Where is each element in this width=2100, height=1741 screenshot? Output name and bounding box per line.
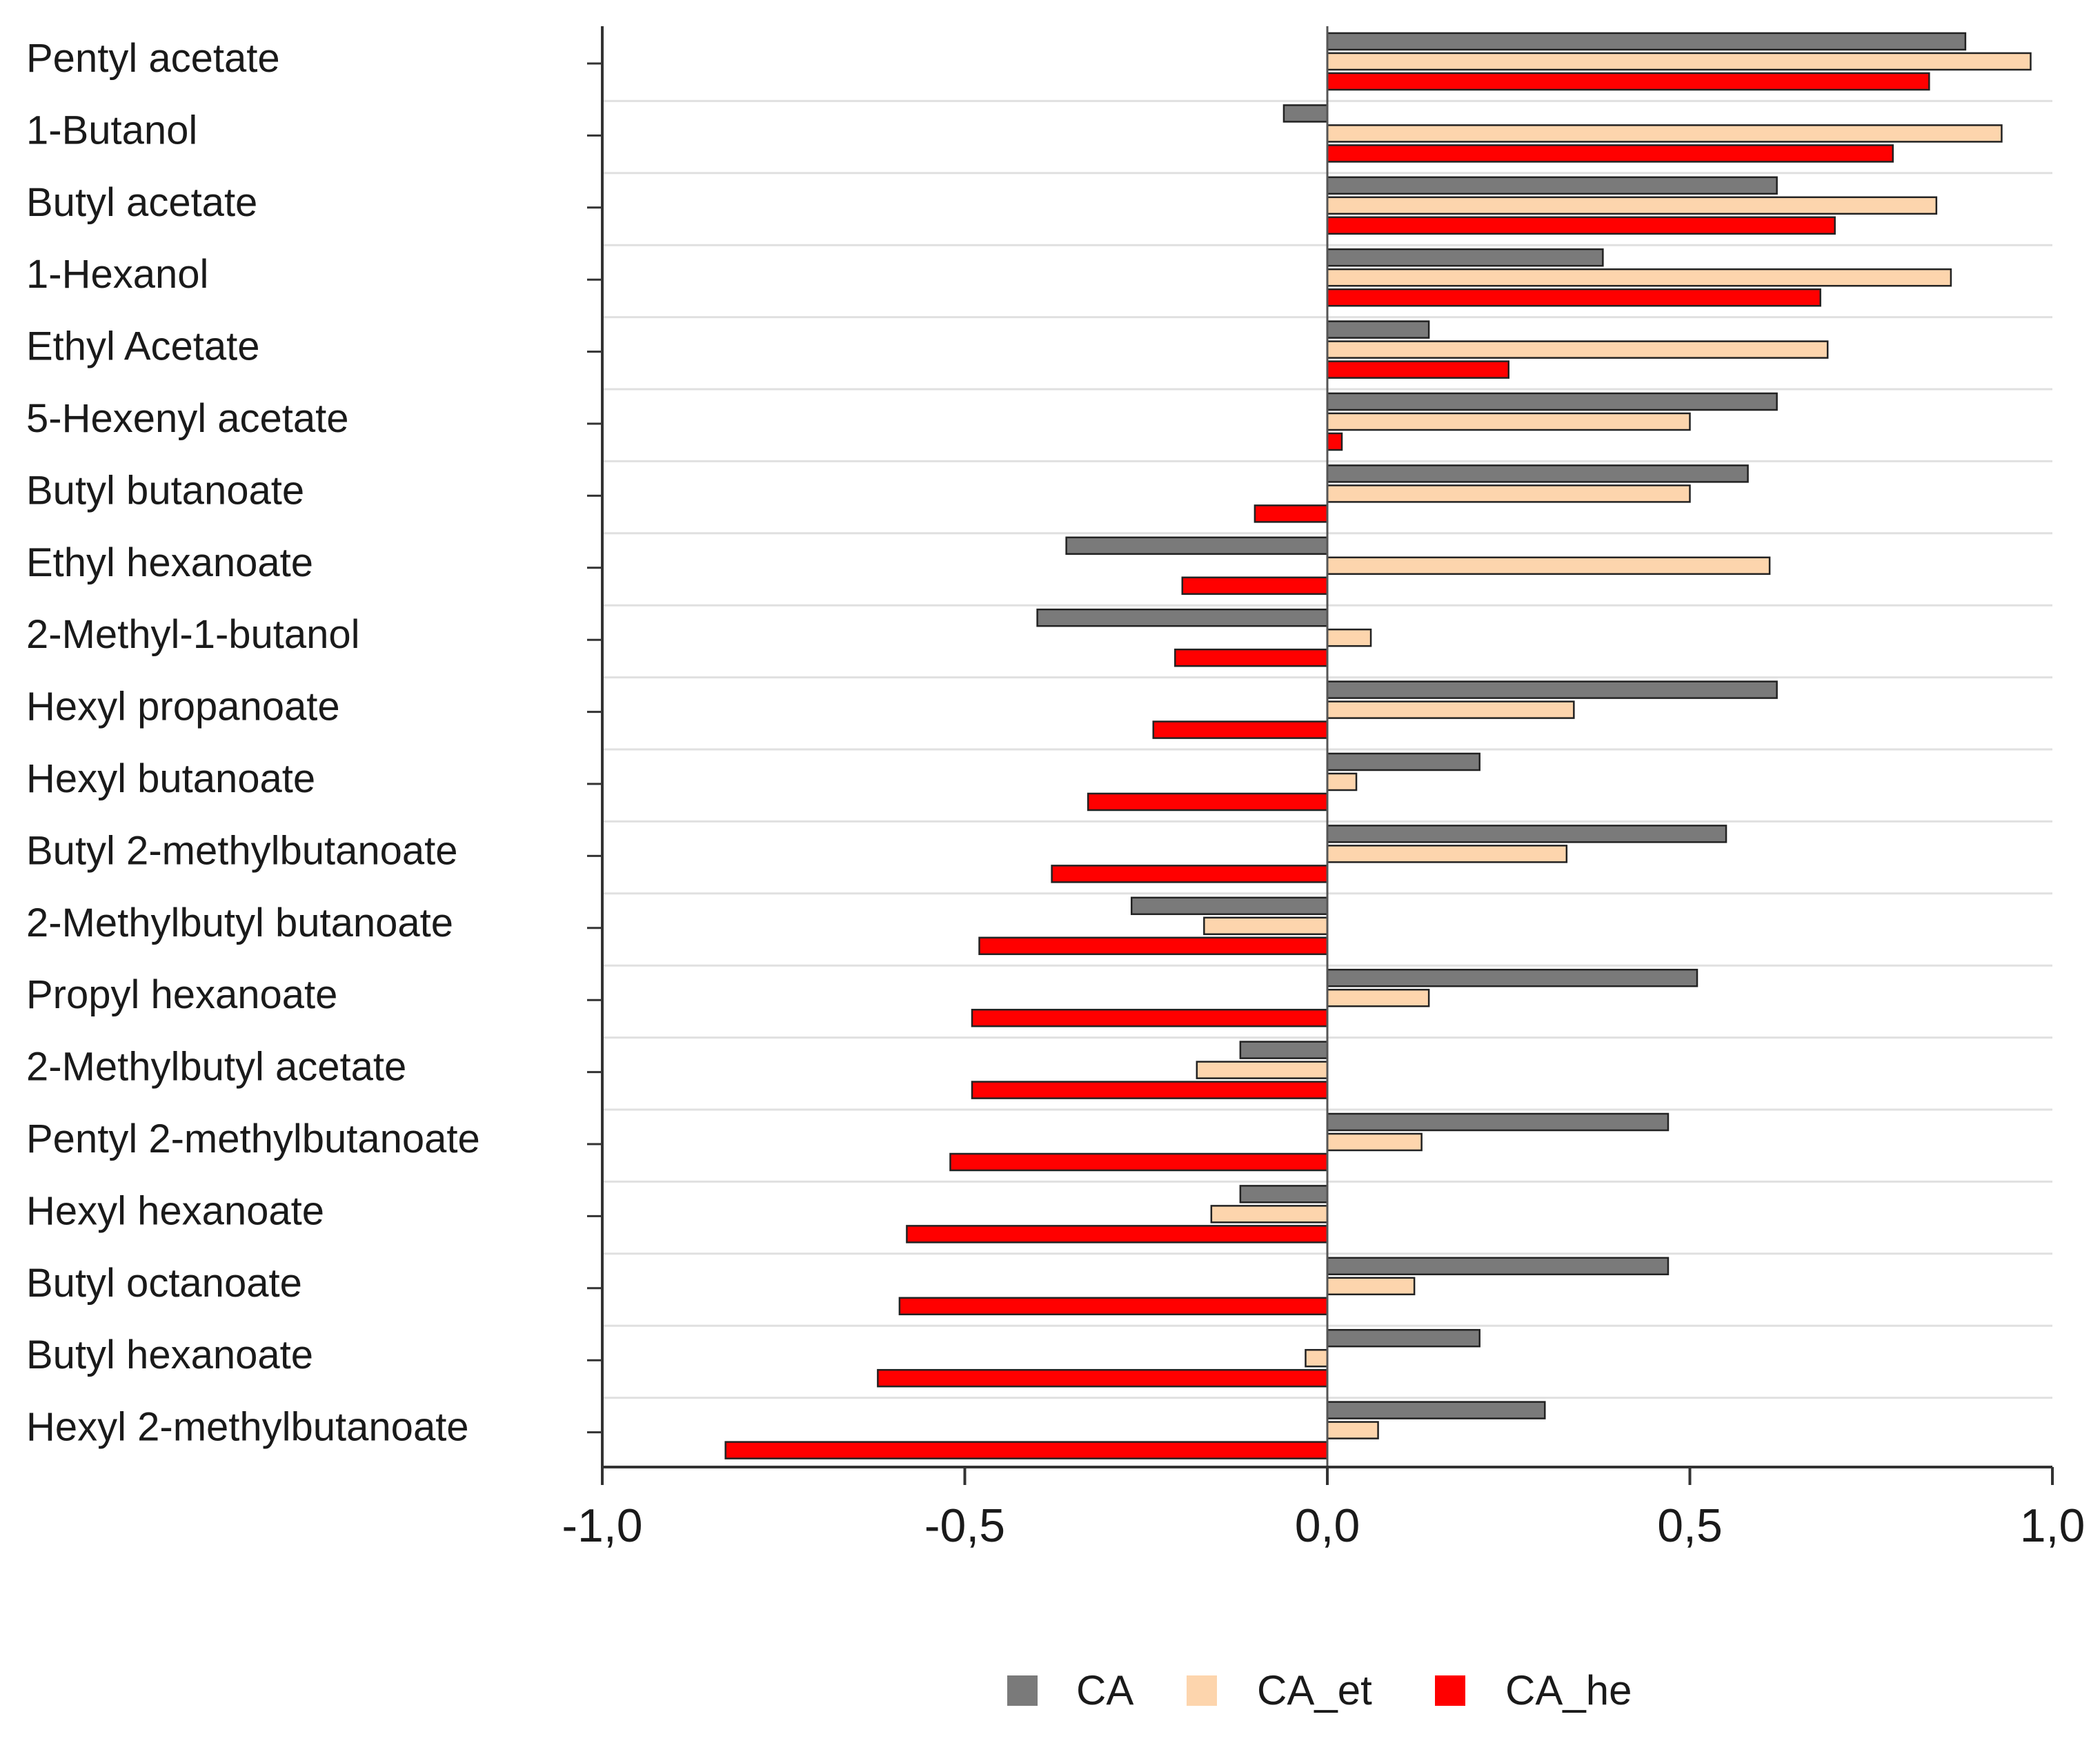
bar-ca-et: Ethyl Acetate — CA_et: 0.69 [1326, 340, 1829, 359]
bar-ca-he: Propyl hexanoate — CA_he: -0.49 [971, 1008, 1329, 1027]
bar-ca: Ethyl hexanoate — CA: -0.36 [1065, 536, 1329, 555]
bar-ca: Butyl butanoate — CA: 0.58 [1326, 464, 1749, 483]
bar-ca-et: Hexyl hexanoate — CA_et: -0.16 [1210, 1205, 1329, 1223]
bar-ca-he: 2-Methylbutyl butanoate — CA_he: -0.48 [978, 936, 1329, 956]
bar-ca-et: Butyl hexanoate — CA_et: -0.03 [1305, 1348, 1329, 1368]
category-label: 2-Methylbutyl butanoate [26, 901, 453, 945]
bar-ca: 1-Butanol — CA: -0.06 [1282, 104, 1329, 123]
category-label: 1-Butanol [26, 108, 197, 153]
bar-ca-et: Propyl hexanoate — CA_et: 0.14 [1326, 988, 1430, 1007]
category-label: Hexyl propanoate [26, 685, 340, 729]
category-label: Butyl octanoate [26, 1261, 302, 1306]
x-tick-label: 0,0 [1295, 1499, 1360, 1552]
bar-ca-et: 1-Butanol — CA_et: 0.93 [1326, 124, 2003, 143]
bar-ca: Ethyl Acetate — CA: 0.14 [1326, 320, 1430, 339]
bar-ca: 2-Methylbutyl butanoate — CA: -0.27 [1130, 896, 1329, 916]
bar-ca-et: Ethyl hexanoate — CA_et: 0.61 [1326, 556, 1771, 576]
legend: CA CA_et CA_he [1007, 1667, 1632, 1713]
category-label: 5-Hexenyl acetate [26, 396, 348, 441]
bar-ca: Hexyl propanoate — CA: 0.62 [1326, 680, 1778, 699]
bar-ca-et: 2-Methylbutyl butanoate — CA_et: -0.17 [1203, 916, 1329, 936]
bar-ca-et: Butyl octanoate — CA_et: 0.12 [1326, 1277, 1416, 1296]
legend-swatch-ca-he [1435, 1675, 1465, 1706]
bar-ca: Pentyl 2-methylbutanoate — CA: 0.47 [1326, 1112, 1670, 1132]
bar-ca-et: Hexyl propanoate — CA_et: 0.34 [1326, 700, 1575, 719]
legend-label: CA_he [1505, 1667, 1632, 1713]
bar-ca: Butyl acetate — CA: 0.62 [1326, 176, 1778, 195]
bar-ca: 2-Methylbutyl acetate — CA: -0.12 [1239, 1041, 1329, 1059]
bar-ca: Hexyl hexanoate — CA: -0.12 [1239, 1185, 1329, 1203]
bar-ca-et: Hexyl 2-methylbutanoate — CA_et: 0.07 [1326, 1421, 1379, 1439]
category-label: Pentyl acetate [26, 36, 280, 81]
bar-ca-he: 1-Butanol — CA_he: 0.78 [1326, 144, 1894, 163]
category-label: 1-Hexanol [26, 252, 208, 297]
x-tick-label: 0,5 [1657, 1499, 1723, 1552]
bar-ca-et: Hexyl butanoate — CA_et: 0.04 [1326, 772, 1358, 791]
category-labels: Pentyl acetate 1-Butanol Butyl acetate 1-He… [26, 36, 480, 1450]
bar-ca: Propyl hexanoate — CA: 0.51 [1326, 968, 1698, 987]
legend-label: CA [1076, 1667, 1133, 1713]
bar-ca-et: Pentyl 2-methylbutanoate — CA_et: 0.13 [1326, 1132, 1423, 1152]
category-label: 2-Methyl-1-butanol [26, 612, 360, 657]
bar-ca-et: Butyl butanoate — CA_et: 0.5 [1326, 484, 1691, 503]
bar-ca-he: 2-Methyl-1-butanol — CA_he: -0.21 [1174, 648, 1329, 667]
x-tick-label: -0,5 [924, 1499, 1005, 1552]
bar-ca-he: Butyl hexanoate — CA_he: -0.62 [877, 1368, 1329, 1388]
category-label: 2-Methylbutyl acetate [26, 1045, 406, 1090]
bar-ca-he: Butyl butanoate — CA_he: -0.1 [1254, 504, 1329, 523]
bar-ca: Hexyl 2-methylbutanoate — CA: 0.3 [1326, 1401, 1546, 1419]
bar-ca-et: Pentyl acetate — CA_et: 0.97 [1326, 52, 2032, 71]
bar-ca-et: Butyl 2-methylbutanoate — CA_et: 0.33 [1326, 845, 1568, 863]
bar-ca: Butyl octanoate — CA: 0.47 [1326, 1257, 1670, 1276]
bars: Pentyl acetate — CA: 0.88Pentyl acetate … [724, 32, 2032, 1459]
bar-ca-he: Butyl 2-methylbutanoate — CA_he: -0.38 [1051, 865, 1329, 883]
legend-swatch-ca-et [1187, 1675, 1217, 1706]
x-tick-label: -1,0 [562, 1499, 642, 1552]
bar-ca-et: 5-Hexenyl acetate — CA_et: 0.5 [1326, 412, 1691, 431]
category-label: Ethyl Acetate [26, 324, 260, 369]
x-tick-label: 1,0 [2020, 1499, 2086, 1552]
category-label: Butyl hexanoate [26, 1332, 313, 1377]
bar-ca-he: Hexyl butanoate — CA_he: -0.33 [1087, 792, 1329, 812]
bar-ca-he: 2-Methylbutyl acetate — CA_he: -0.49 [971, 1081, 1329, 1099]
bar-ca-he: Pentyl 2-methylbutanoate — CA_he: -0.52 [949, 1152, 1329, 1172]
bar-ca: Butyl hexanoate — CA: 0.21 [1326, 1328, 1480, 1348]
bar-ca-he: 5-Hexenyl acetate — CA_he: 0.02 [1326, 432, 1343, 451]
bar-ca-et: 1-Hexanol — CA_et: 0.86 [1326, 268, 1952, 287]
category-label: Ethyl hexanoate [26, 540, 313, 585]
category-label: Butyl butanoate [26, 468, 304, 513]
x-tick-labels: -1,0 -0,5 0,0 0,5 1,0 [562, 1499, 2085, 1552]
bar-ca: Hexyl butanoate — CA: 0.21 [1326, 752, 1480, 771]
bar-ca: 1-Hexanol — CA: 0.38 [1326, 248, 1604, 267]
category-label: Butyl acetate [26, 180, 257, 225]
bar-ca-et: 2-Methyl-1-butanol — CA_et: 0.06 [1326, 628, 1372, 647]
bar-ca-et: 2-Methylbutyl acetate — CA_et: -0.18 [1196, 1061, 1329, 1079]
bar-ca-he: Butyl octanoate — CA_he: -0.59 [898, 1297, 1329, 1316]
category-label: Butyl 2-methylbutanoate [26, 828, 457, 873]
bar-ca-he: Hexyl 2-methylbutanoate — CA_he: -0.83 [724, 1441, 1329, 1459]
bar-ca-he: Pentyl acetate — CA_he: 0.83 [1326, 72, 1930, 91]
bar-ca: 5-Hexenyl acetate — CA: 0.62 [1326, 392, 1778, 411]
bar-ca: 2-Methyl-1-butanol — CA: -0.4 [1036, 608, 1329, 627]
category-label: Hexyl 2-methylbutanoate [26, 1405, 469, 1450]
bar-ca-he: 1-Hexanol — CA_he: 0.68 [1326, 288, 1821, 307]
legend-swatch-ca [1007, 1675, 1038, 1706]
bar-ca-et: Butyl acetate — CA_et: 0.84 [1326, 196, 1938, 215]
bar-ca-he: Hexyl propanoate — CA_he: -0.24 [1152, 720, 1329, 739]
legend-label: CA_et [1257, 1667, 1372, 1713]
category-label: Propyl hexanoate [26, 972, 337, 1017]
category-label: Pentyl 2-methylbutanoate [26, 1117, 480, 1161]
bar-ca-he: Butyl acetate — CA_he: 0.7 [1326, 216, 1836, 235]
axes [587, 26, 2054, 1485]
bar-ca-he: Ethyl hexanoate — CA_he: -0.2 [1181, 576, 1329, 596]
bar-ca: Pentyl acetate — CA: 0.88 [1326, 32, 1967, 51]
bar-ca-he: Ethyl Acetate — CA_he: 0.25 [1326, 360, 1509, 379]
category-label: Hexyl hexanoate [26, 1188, 324, 1233]
bar-ca: Butyl 2-methylbutanoate — CA: 0.55 [1326, 825, 1727, 843]
bar-ca-he: Hexyl hexanoate — CA_he: -0.58 [906, 1225, 1329, 1243]
category-label: Hexyl butanoate [26, 756, 315, 801]
